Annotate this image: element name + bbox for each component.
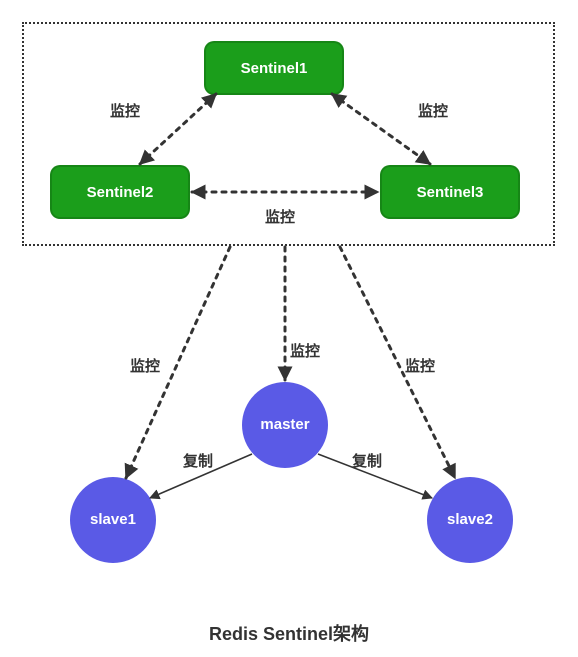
edge-label-m-s2: 复制: [352, 450, 382, 471]
diagram-title: Redis Sentinel架构: [0, 620, 578, 646]
master-label: master: [260, 417, 309, 434]
edge-label-grp-slave1: 监控: [130, 355, 160, 376]
sentinel2-label: Sentinel2: [87, 184, 154, 201]
slave1-label: slave1: [90, 512, 136, 529]
edge-label-grp-slave2: 监控: [405, 355, 435, 376]
sentinel2-node: Sentinel2: [50, 165, 190, 219]
edge-label-s2-s3: 监控: [265, 206, 295, 227]
slave2-label: slave2: [447, 512, 493, 529]
diagram-title-text: Redis Sentinel架构: [209, 624, 369, 644]
sentinel1-label: Sentinel1: [241, 60, 308, 77]
edge-grp-slave2: [340, 247, 455, 478]
sentinel3-label: Sentinel3: [417, 184, 484, 201]
sentinel1-node: Sentinel1: [204, 41, 344, 95]
edge-label-s1-s2: 监控: [110, 100, 140, 121]
slave2-node: slave2: [427, 477, 513, 563]
master-node: master: [242, 382, 328, 468]
slave1-node: slave1: [70, 477, 156, 563]
edge-label-m-s1: 复制: [183, 450, 213, 471]
edge-label-grp-master: 监控: [290, 340, 320, 361]
edge-label-s1-s3: 监控: [418, 100, 448, 121]
sentinel3-node: Sentinel3: [380, 165, 520, 219]
